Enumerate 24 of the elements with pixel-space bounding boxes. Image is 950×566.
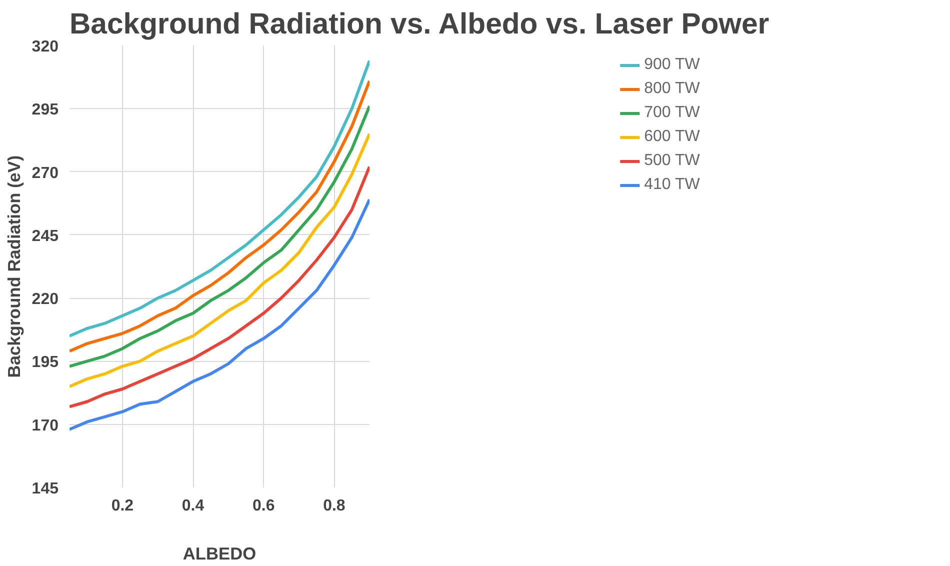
legend-label: 800 TW — [644, 80, 700, 98]
y-tick-label: 245 — [32, 228, 59, 245]
y-tick-label: 270 — [32, 164, 59, 182]
legend-label: 500 TW — [644, 152, 700, 170]
legend-label: 600 TW — [644, 128, 700, 146]
x-tick-label: 0.6 — [252, 498, 275, 514]
line-series — [70, 198, 370, 431]
legend-label: 700 TW — [644, 104, 700, 122]
x-axis-title: ALBEDO — [182, 544, 256, 564]
x-tick-label: 0.8 — [323, 498, 346, 514]
legend-label: 410 TW — [644, 176, 700, 194]
line-series — [70, 165, 370, 408]
x-tick-label: 0.2 — [111, 498, 134, 514]
y-tick-label: 220 — [32, 291, 59, 308]
y-tick-label: 320 — [32, 38, 59, 56]
x-tick-label: 0.4 — [182, 498, 204, 514]
y-tick-label: 195 — [32, 354, 59, 372]
y-tick-label: 170 — [32, 417, 59, 434]
chart-title: Background Radiation vs. Albedo vs. Laser Power — [70, 8, 770, 40]
legend-label: 900 TW — [644, 56, 700, 74]
y-tick-label: 295 — [32, 102, 59, 119]
y-axis-title: Background Radiation (eV) — [4, 155, 24, 378]
y-tick-label: 145 — [32, 480, 59, 498]
line-series — [70, 132, 370, 388]
